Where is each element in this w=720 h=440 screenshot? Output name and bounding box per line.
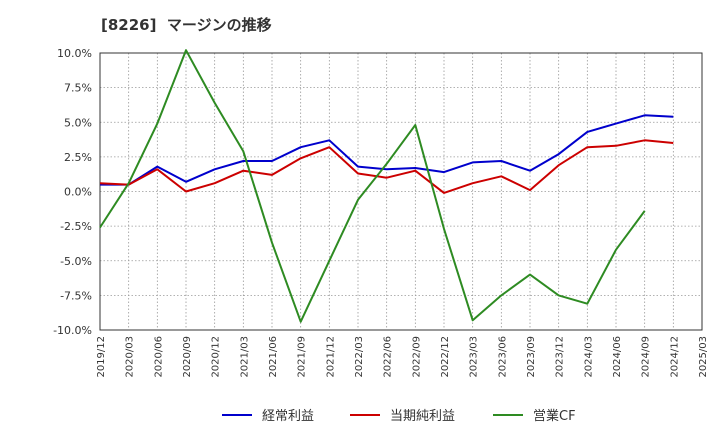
y-tick-label: 0.0% — [64, 186, 92, 199]
x-tick-label: 2021/03 — [239, 336, 250, 378]
y-tick-label: -5.0% — [60, 255, 92, 268]
x-tick-label: 2022/03 — [354, 336, 365, 378]
y-tick-label: 10.0% — [57, 47, 92, 60]
x-tick-label: 2022/09 — [411, 336, 422, 378]
plot-frame — [99, 52, 703, 331]
y-tick-label: -10.0% — [53, 324, 92, 337]
y-tick-label: 5.0% — [64, 116, 92, 129]
legend: 経常利益 当期純利益 営業CF — [222, 408, 576, 424]
x-tick-label: 2020/06 — [153, 336, 164, 378]
x-tick-label: 2023/03 — [469, 336, 480, 378]
series-line-経常利益 — [100, 114, 674, 186]
x-tick-label: 2024/12 — [669, 336, 680, 378]
legend-label: 経常利益 — [262, 409, 314, 424]
y-tick-label: -7.5% — [60, 289, 92, 302]
x-tick-label: 2022/12 — [440, 336, 451, 378]
legend-label: 当期純利益 — [390, 409, 455, 424]
y-tick-label: 7.5% — [64, 82, 92, 95]
x-tick-label: 2022/06 — [383, 336, 394, 378]
x-tick-label: 2020/09 — [182, 336, 193, 378]
x-axis: 2019/12 2020/03 2020/06 2020/09 2020/12 2021/… — [96, 336, 709, 378]
x-tick-label: 2024/09 — [641, 336, 652, 378]
x-tick-label: 2024/06 — [612, 336, 623, 378]
legend-label: 営業CF — [533, 408, 576, 424]
x-tick-label: 2025/03 — [698, 336, 709, 378]
y-tick-label: -2.5% — [60, 220, 92, 233]
x-tick-label: 2023/12 — [555, 336, 566, 378]
series-line-営業CF — [99, 49, 646, 323]
chart-title: [8226] マージンの推移 — [101, 16, 272, 34]
x-tick-label: 2021/06 — [268, 336, 279, 378]
x-tick-label: 2023/06 — [497, 336, 508, 378]
series-group — [99, 49, 674, 323]
x-tick-label: 2020/03 — [125, 336, 136, 378]
x-tick-label: 2023/09 — [526, 336, 537, 378]
x-tick-label: 2021/12 — [325, 336, 336, 378]
y-axis: 10.0% 7.5% 5.0% 2.5% 0.0% -2.5% -5.0% -7.5% -10.… — [53, 47, 92, 337]
x-tick-label: 2021/09 — [297, 336, 308, 378]
x-tick-label: 2019/12 — [96, 336, 107, 378]
x-tick-label: 2020/12 — [211, 336, 222, 378]
y-tick-label: 2.5% — [64, 151, 92, 164]
x-tick-label: 2024/03 — [583, 336, 594, 378]
series-line-当期純利益 — [99, 139, 674, 194]
